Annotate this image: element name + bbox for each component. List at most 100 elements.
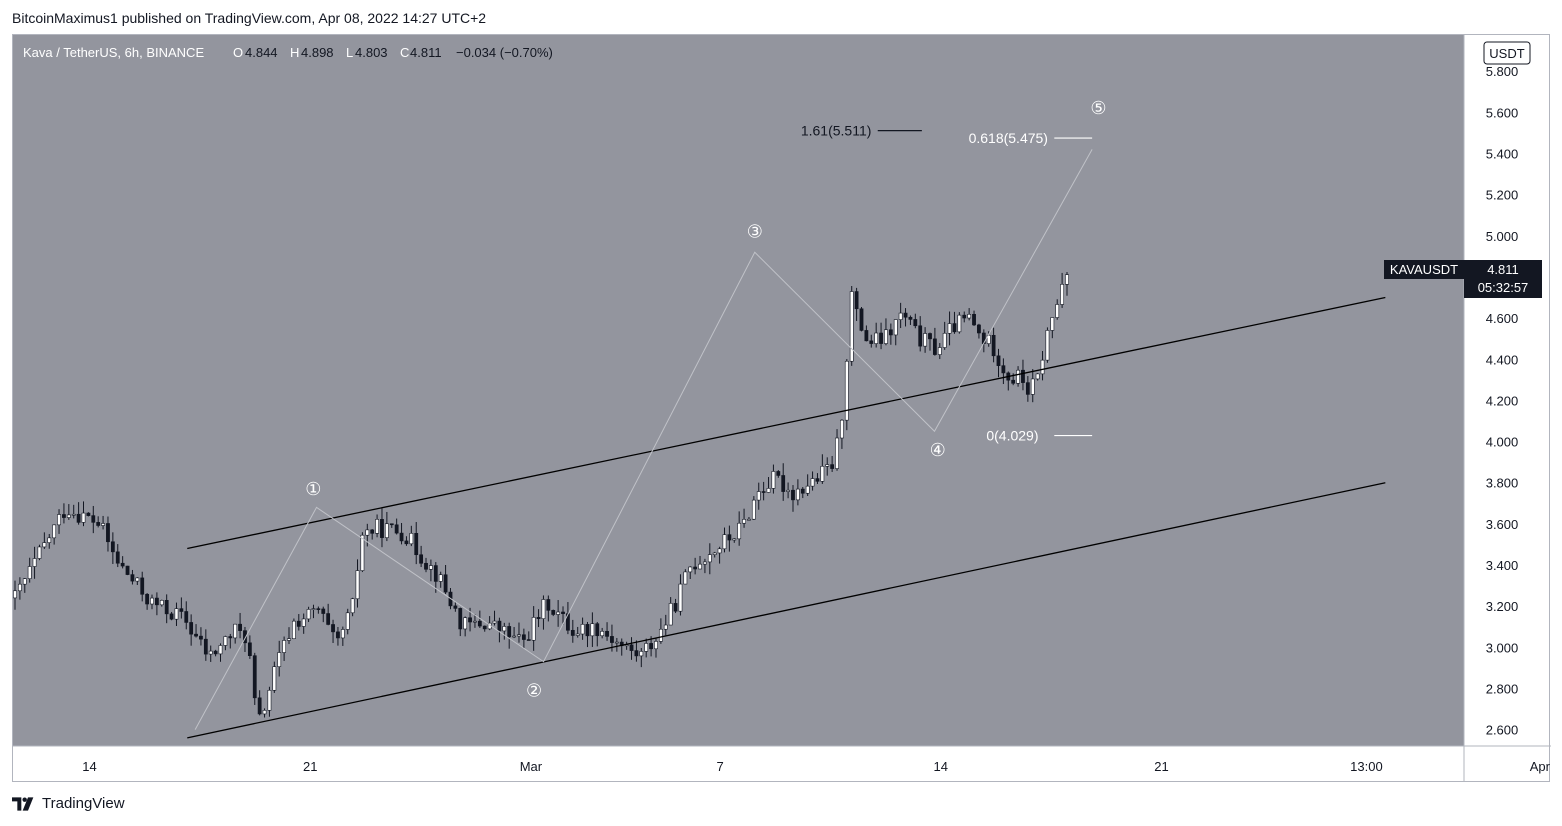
symbol-tag: KAVAUSDT [1390, 262, 1458, 277]
x-tick-label: 21 [303, 759, 317, 774]
candle-body [918, 325, 923, 347]
candle-body [634, 650, 639, 657]
candle-body [292, 620, 296, 639]
candle-body [707, 554, 712, 563]
candle-body [96, 522, 101, 526]
price-scale-background [1464, 35, 1549, 746]
candle-body [923, 333, 928, 347]
candle-body [884, 329, 888, 344]
elliott-wave-path[interactable] [194, 149, 1093, 730]
candle-body [394, 524, 399, 534]
currency-badge-box[interactable] [1483, 41, 1531, 65]
candle-body [913, 319, 918, 327]
candle-body [419, 554, 424, 564]
wave-label: ① [305, 479, 321, 500]
candle-body [791, 489, 795, 501]
candle-body [458, 608, 463, 630]
candle-body [722, 534, 727, 550]
candle-body [849, 291, 854, 362]
x-tick-label: 21 [1154, 759, 1168, 774]
candle-body [301, 618, 306, 627]
candle-body [453, 605, 458, 609]
candle-body [384, 523, 389, 538]
channel-upper-line[interactable] [187, 296, 1386, 550]
price-axis: 5.8005.6005.4005.2005.0004.8004.6004.400… [1486, 64, 1519, 737]
channel-lower-line[interactable] [187, 482, 1386, 739]
candle-body [825, 464, 830, 467]
candle-body [600, 631, 605, 637]
candle-body [120, 562, 125, 567]
candle-body [252, 655, 257, 699]
candle-body [561, 611, 565, 614]
candle-body [1060, 284, 1065, 305]
candle-body [208, 650, 213, 655]
candle-body [247, 642, 252, 657]
candle-body [869, 340, 874, 344]
y-tick-label: 4.400 [1486, 352, 1519, 367]
candle-body [766, 488, 771, 493]
candle-body [517, 634, 521, 637]
candle-body [639, 651, 644, 657]
candle-body [844, 360, 849, 421]
candle-body [712, 552, 717, 555]
candle-body [874, 332, 879, 344]
y-tick-label: 5.600 [1486, 105, 1519, 120]
candle-body [1021, 369, 1025, 383]
y-tick-label: 4.600 [1486, 311, 1519, 326]
candle-body [380, 519, 384, 538]
candle-body [521, 634, 526, 640]
tradingview-brand[interactable]: TradingView [12, 795, 125, 812]
candle-body [81, 512, 86, 523]
candle-body [296, 620, 301, 627]
wave-label: ② [526, 681, 542, 702]
candle-body [737, 522, 742, 540]
candle-body [140, 577, 145, 595]
candle-body [556, 611, 561, 615]
candle-body [898, 312, 903, 320]
candle-body [154, 597, 159, 606]
price-chart[interactable]: ① ② ③ ④ ⑤ 1.61(5.511) 0.618(5.475) 0(4.029) 5.8… [13, 35, 1551, 783]
candle-body [1065, 274, 1069, 285]
y-tick-label: 3.400 [1486, 558, 1519, 573]
candle-body [531, 617, 536, 641]
y-tick-label: 5.400 [1486, 147, 1519, 162]
candle-body [541, 599, 546, 619]
candle-body [115, 551, 120, 564]
x-tick-label: 14 [934, 759, 948, 774]
candle-body [864, 330, 869, 342]
candle-body [830, 464, 835, 469]
ohlc-close-label: C [400, 45, 409, 60]
candle-body [1016, 369, 1020, 384]
candle-body [267, 689, 272, 711]
candle-body [629, 644, 634, 651]
candle-body [795, 488, 800, 501]
candle-body [703, 561, 707, 565]
candle-body [854, 291, 859, 310]
candle-body [1055, 304, 1060, 318]
candle-body [37, 546, 42, 559]
currency-badge: USDT [1489, 46, 1524, 61]
candle-body [546, 599, 551, 611]
candle-body [751, 499, 756, 520]
candle-body [125, 565, 130, 575]
candle-body [536, 617, 541, 619]
candle-body [526, 639, 531, 641]
candle-body [580, 624, 585, 635]
candle-body [414, 533, 419, 556]
candle-body [57, 514, 61, 526]
ohlc-low-value: 4.803 [355, 45, 388, 60]
candle-body [879, 332, 883, 344]
candle-body [336, 631, 340, 639]
candle-body [326, 613, 331, 625]
candle-body [365, 529, 370, 536]
ohlc-change: −0.034 (−0.70%) [456, 45, 553, 60]
candle-body [903, 312, 908, 318]
candle-body [756, 491, 761, 501]
candle-body [17, 583, 22, 592]
wave-label: ③ [747, 222, 763, 243]
candle-body [194, 633, 198, 637]
candle-body [272, 666, 277, 691]
y-tick-label: 2.600 [1486, 723, 1519, 738]
candle-body [287, 638, 291, 641]
